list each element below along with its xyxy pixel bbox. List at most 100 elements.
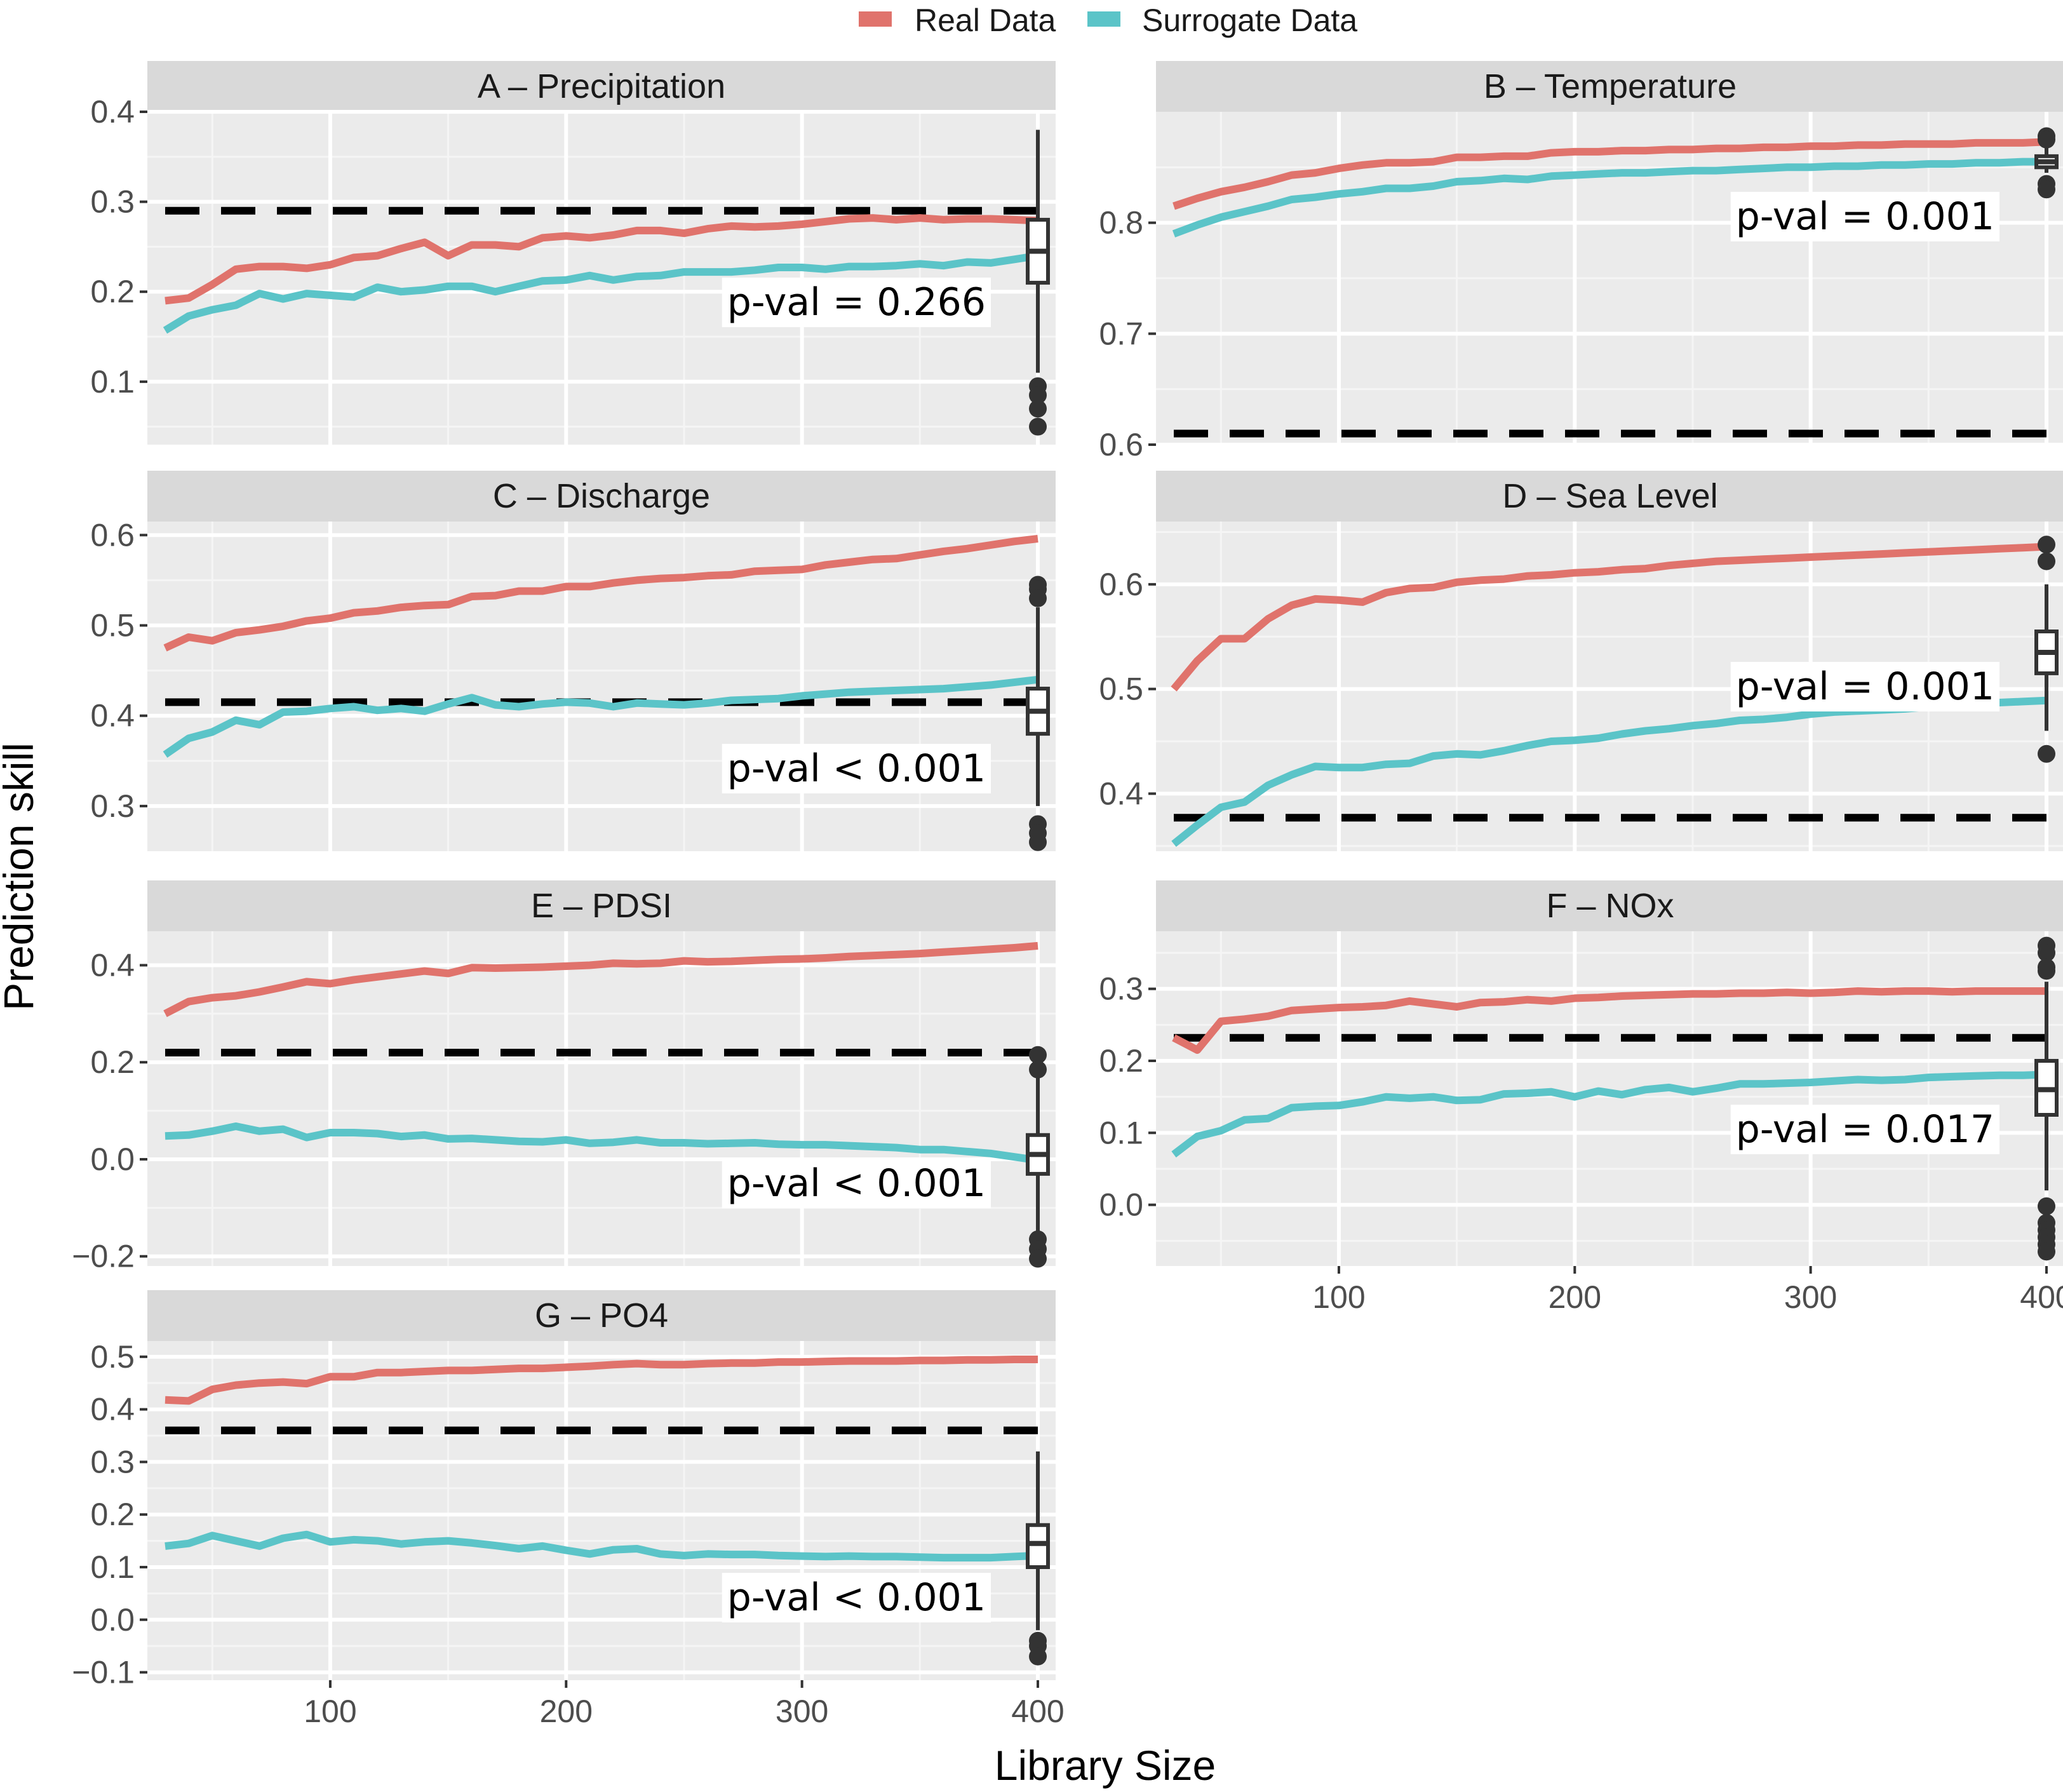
series-line-real: [165, 1356, 1038, 1405]
pval-label: p-val < 0.001: [727, 1161, 986, 1206]
pval-label: p-val = 0.266: [727, 280, 986, 325]
y-tick-label: 0.0: [1099, 1187, 1143, 1223]
y-tick-label: 0.4: [1099, 776, 1143, 811]
legend-label-surrogate: Surrogate Data: [1142, 3, 1357, 38]
series-line-surrogate: [163, 675, 1038, 758]
series-line-surrogate: [165, 1530, 1038, 1562]
pval-background: [722, 1573, 991, 1622]
x-tick-label: 400: [1011, 1694, 1064, 1729]
pval-label: p-val < 0.001: [727, 1575, 986, 1620]
boxplot-outlier: [1029, 589, 1047, 607]
panel-background: [1156, 931, 2063, 1266]
panel-1: B – Temperature 0.6 0.7 0.8 p-val = 0.001: [1099, 61, 2063, 462]
x-axis-title: Library Size: [995, 1742, 1216, 1789]
pval-background: [722, 744, 991, 793]
facet-strip: [147, 471, 1056, 522]
boxplot-outlier: [2038, 552, 2055, 570]
x-tick-label: 300: [776, 1694, 828, 1729]
y-tick-label: 0.1: [1099, 1115, 1143, 1150]
y-tick-label: 0.4: [90, 947, 135, 983]
y-tick-label: −0.1: [72, 1655, 135, 1690]
boxplot-outlier: [1029, 833, 1047, 851]
y-tick-label: 0.3: [90, 1444, 135, 1479]
y-tick-label: 0.0: [90, 1602, 135, 1638]
y-tick-label: 0.6: [90, 517, 135, 553]
boxplot-outlier: [2038, 536, 2055, 554]
boxplot-outlier: [2038, 1197, 2055, 1215]
y-tick-label: 0.4: [90, 94, 135, 130]
series-line-real: [165, 214, 1038, 305]
y-tick-label: 0.1: [90, 364, 135, 400]
legend-key-real: [859, 11, 892, 27]
panel-5: F – NOx 0.0 0.1 0.2 0.3 100 200 300 400 p-val = 0…: [1099, 880, 2063, 1315]
boxplot-outlier: [1029, 1250, 1047, 1268]
boxplot-outlier: [1029, 1046, 1047, 1064]
y-tick-label: 0.2: [1099, 1043, 1143, 1079]
y-tick-label: 0.4: [90, 698, 135, 734]
facet-title: B – Temperature: [1484, 67, 1737, 105]
x-tick-label: 200: [1549, 1279, 1601, 1315]
series-line-real: [163, 535, 1038, 652]
boxplot-outlier: [1029, 400, 1047, 418]
x-tick-label: 400: [2020, 1279, 2063, 1315]
boxplot-outlier: [1029, 1647, 1047, 1666]
pval-background: [1730, 192, 1999, 241]
boxplot-outlier: [2038, 744, 2055, 763]
y-tick-label: 0.0: [90, 1142, 135, 1177]
facet-strip: [1156, 880, 2063, 931]
boxplot-outlier: [2038, 962, 2055, 980]
facet-title: D – Sea Level: [1502, 477, 1717, 515]
boxplot-outlier: [1029, 386, 1047, 405]
boxplot-outlier: [1029, 1060, 1047, 1079]
y-tick-label: 0.3: [90, 184, 135, 220]
y-tick-label: 0.7: [1099, 316, 1143, 351]
facet-strip: [147, 880, 1056, 931]
boxplot-outlier: [2038, 130, 2055, 149]
boxplot-outlier: [2038, 180, 2055, 199]
y-tick-label: 0.1: [90, 1549, 135, 1585]
boxplot-outlier: [2038, 1243, 2055, 1261]
facet-strip: [147, 1290, 1056, 1341]
series-line-real: [1173, 138, 2047, 210]
y-tick-label: 0.2: [90, 1497, 135, 1532]
legend: Real Data Surrogate Data: [859, 3, 1357, 38]
facet-strip: [147, 61, 1056, 112]
y-tick-label: 0.6: [1099, 427, 1143, 462]
panel-4: E – PDSI −0.2 0.0 0.2 0.4 p-val < 0.001: [72, 880, 1056, 1274]
facet-strip: [1156, 471, 2063, 522]
panel-0: A – Precipitation 0.1 0.2 0.3 0.4 p-val = 0.2…: [90, 61, 1056, 445]
facet-title: C – Discharge: [493, 477, 710, 515]
facet-title: G – PO4: [535, 1297, 668, 1335]
facet-title: F – NOx: [1546, 887, 1674, 925]
pval-background: [722, 278, 991, 327]
legend-key-surrogate: [1087, 11, 1120, 27]
boxplot-box: [1026, 1523, 1050, 1569]
panel-background: [147, 1341, 1056, 1680]
pval-label: p-val = 0.001: [1736, 664, 1994, 709]
y-tick-label: 0.2: [90, 1044, 135, 1080]
series-line-real: [1172, 987, 2046, 1054]
y-axis-title: Prediction skill: [0, 743, 42, 1011]
pval-background: [1730, 662, 1999, 711]
x-tick-label: 100: [1312, 1279, 1365, 1315]
legend-label-real: Real Data: [915, 3, 1056, 38]
panel-6: G – PO4 −0.1 0.0 0.1 0.2 0.3 0.4 0.5 100 200 300 40…: [72, 1290, 1065, 1729]
pval-label: p-val < 0.001: [727, 746, 986, 791]
y-tick-label: 0.5: [1099, 671, 1143, 707]
y-tick-label: 0.8: [1099, 205, 1143, 241]
pval-label: p-val = 0.017: [1736, 1107, 1994, 1152]
y-tick-label: 0.4: [90, 1392, 135, 1427]
x-tick-label: 100: [304, 1694, 356, 1729]
pval-label: p-val = 0.001: [1736, 194, 1994, 239]
panel-2: C – Discharge 0.3 0.4 0.5 0.6 p-val < 0.001: [90, 471, 1056, 851]
x-tick-label: 300: [1784, 1279, 1837, 1315]
series-line-surrogate: [163, 252, 1038, 334]
series-line-real: [1171, 542, 2047, 692]
series-line-surrogate: [1171, 1070, 2047, 1158]
facet-strip: [1156, 61, 2063, 112]
pval-background: [722, 1159, 991, 1208]
panel-3: D – Sea Level 0.4 0.5 0.6 p-val = 0.001: [1099, 471, 2063, 851]
facet-title: E – PDSI: [531, 887, 672, 925]
facet-title: A – Precipitation: [478, 67, 725, 105]
